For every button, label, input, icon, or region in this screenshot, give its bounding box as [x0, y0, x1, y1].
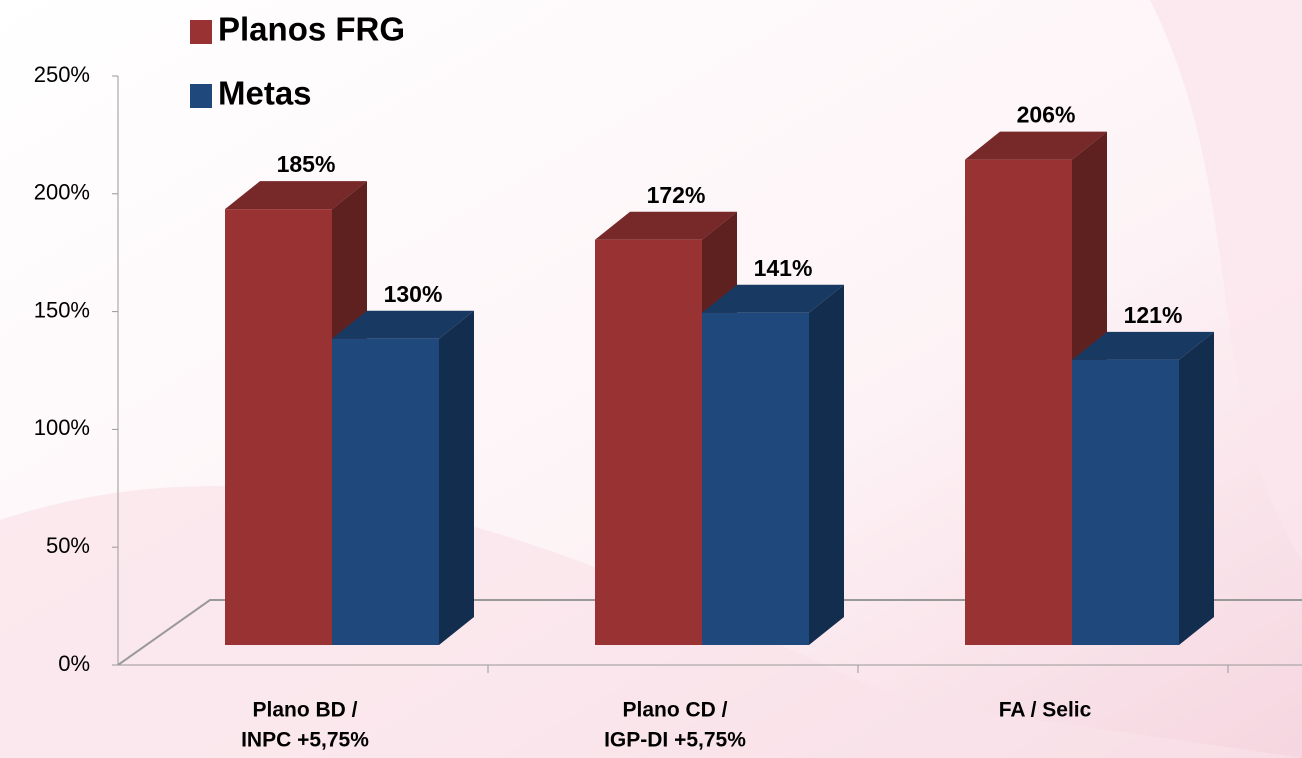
bar-side — [439, 310, 474, 645]
y-tick-label: 50% — [46, 533, 90, 558]
y-tick-label: 0% — [58, 651, 90, 676]
bar — [1072, 331, 1214, 645]
plot-area — [117, 76, 1302, 666]
bar-front — [332, 338, 439, 645]
bar-front — [702, 312, 809, 645]
value-label: 185% — [277, 151, 336, 177]
bar-top — [702, 284, 844, 313]
bar-top — [595, 211, 737, 240]
x-tick-label: Plano BD / — [252, 699, 357, 722]
value-label: 172% — [647, 182, 706, 208]
legend-label: Planos FRG — [218, 11, 405, 48]
bar-top — [332, 310, 474, 339]
legend-swatch — [190, 20, 212, 44]
y-tick-label: 200% — [34, 180, 90, 205]
x-tick-label: INPC +5,75% — [241, 729, 369, 752]
bar — [332, 310, 474, 645]
bar-front — [1072, 359, 1179, 645]
bar-top — [225, 181, 367, 210]
value-label: 141% — [754, 255, 813, 281]
y-tick-label: 150% — [34, 297, 90, 322]
x-tick-label: IGP-DI +5,75% — [604, 729, 746, 752]
y-tick-label: 100% — [34, 415, 90, 440]
legend-swatch — [190, 84, 212, 108]
bar — [702, 284, 844, 645]
value-label: 206% — [1017, 102, 1076, 128]
y-tick-label: 250% — [34, 62, 90, 87]
bar-front — [965, 159, 1072, 645]
floor-back — [117, 599, 1302, 666]
value-label: 130% — [384, 281, 443, 307]
x-tick-label: FA / Selic — [999, 699, 1092, 722]
swirl — [1150, 0, 1302, 560]
legend-label: Metas — [218, 75, 312, 112]
bar-top — [1072, 331, 1214, 360]
bar-side — [809, 284, 844, 645]
bar-front — [595, 239, 702, 645]
bar-front — [225, 209, 332, 645]
bar-side — [1179, 331, 1214, 645]
bar-top — [965, 131, 1107, 160]
x-tick-label: Plano CD / — [622, 699, 727, 722]
value-label: 121% — [1124, 302, 1183, 328]
